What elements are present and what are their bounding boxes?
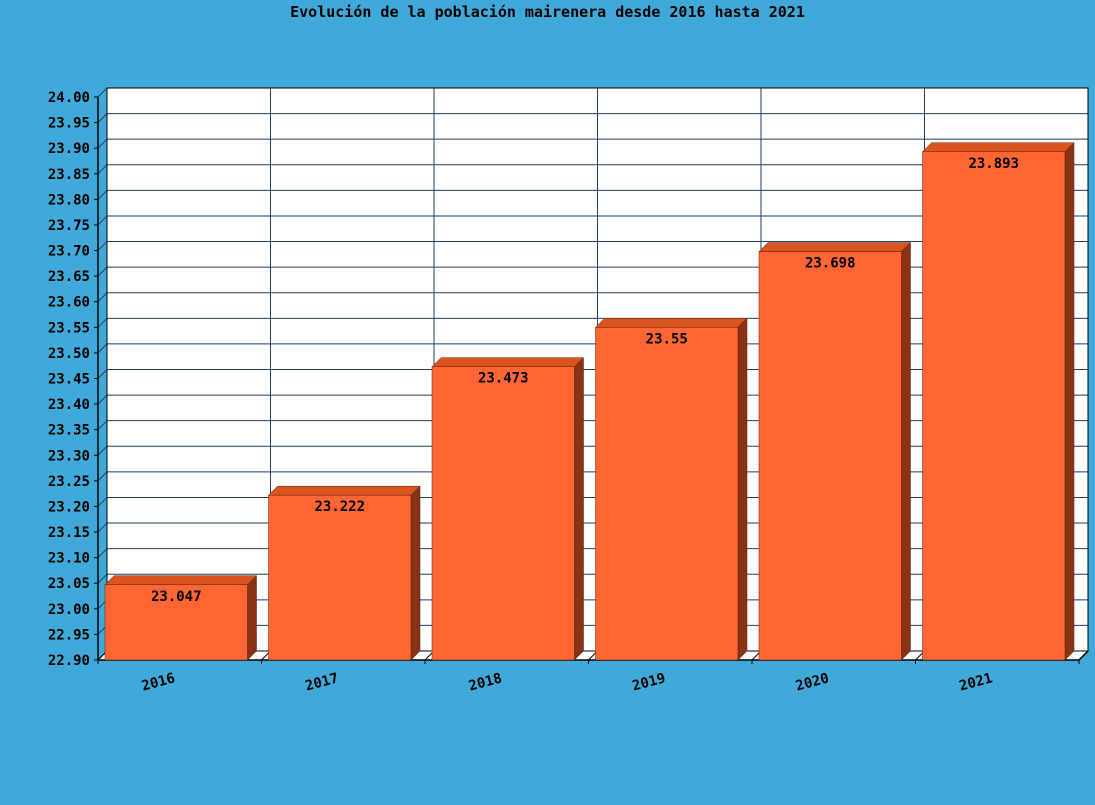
y-tick-label: 23.95 <box>48 116 90 132</box>
grid-line-diag <box>97 292 108 303</box>
y-tick-label: 23.05 <box>48 576 90 592</box>
grid-line-diag <box>97 497 108 507</box>
bar <box>922 151 1066 661</box>
grid-line-diag <box>97 522 108 533</box>
y-tick-label: 23.30 <box>48 448 90 464</box>
grid-line-diag <box>97 548 108 558</box>
data-label: 23.893 <box>968 156 1019 172</box>
y-tick-label: 23.35 <box>48 423 90 439</box>
grid-line-diag <box>97 138 108 149</box>
data-label: 23.55 <box>646 331 688 347</box>
y-tick-label: 23.55 <box>48 320 90 336</box>
y-tick-label: 23.65 <box>48 269 90 285</box>
bar <box>595 327 739 661</box>
bar-top <box>921 142 1075 153</box>
y-tick-label: 23.40 <box>48 397 90 413</box>
x-tick-label: 2018 <box>467 670 504 694</box>
labels: 22.90 22.95 23.00 23.05 23.10 23.15 23.20 23.25… <box>48 90 1019 695</box>
bar-side <box>410 485 421 661</box>
bar <box>758 251 902 661</box>
bar-top <box>758 242 912 252</box>
data-label: 23.047 <box>151 589 202 605</box>
chart-title: Evolución de la población mairenera desd… <box>290 3 805 21</box>
y-tick-label: 23.50 <box>48 346 90 362</box>
bars <box>104 142 1075 661</box>
y-tick-label: 23.70 <box>48 244 90 260</box>
data-label: 23.473 <box>478 371 529 387</box>
grid-line-diag <box>97 573 108 584</box>
axes <box>94 96 1089 664</box>
y-tick-label: 23.60 <box>48 295 90 311</box>
grid-line-diag <box>97 241 108 251</box>
grid-line-diag <box>97 471 108 482</box>
grid-line-diag <box>97 215 108 226</box>
x-tick-label: 2016 <box>140 670 177 694</box>
bar <box>268 494 412 661</box>
y-tick-label: 23.75 <box>48 218 90 234</box>
y-tick-label: 23.85 <box>48 167 90 183</box>
y-tick-label: 23.25 <box>48 474 90 490</box>
y-tick-label: 24.00 <box>48 90 90 106</box>
x-tick-label: 2019 <box>631 670 668 694</box>
y-tick-label: 23.10 <box>48 551 90 567</box>
y-tick-label: 23.80 <box>48 192 90 208</box>
y-tick-label: 23.45 <box>48 372 90 388</box>
bar-top <box>267 485 421 496</box>
bar <box>431 366 575 661</box>
grid-line-diag <box>97 445 108 456</box>
bar-side <box>901 241 911 661</box>
grid-line-diag <box>97 420 108 431</box>
y-tick-label: 23.15 <box>48 525 90 541</box>
data-label: 23.698 <box>805 256 856 272</box>
y-tick-label: 22.90 <box>48 653 90 669</box>
x-tick-label: 2017 <box>304 670 341 694</box>
x-axis-end <box>1078 650 1089 661</box>
data-label: 23.222 <box>314 499 365 515</box>
grid-line-diag <box>97 317 108 328</box>
y-tick-label: 23.90 <box>48 141 90 157</box>
x-tick-label: 2021 <box>958 670 995 694</box>
x-tick-label: 2020 <box>794 670 831 694</box>
y-tick-label: 23.20 <box>48 499 90 515</box>
bar-top <box>104 575 258 586</box>
grid-line-diag <box>97 369 108 379</box>
y-tick-label: 22.95 <box>48 627 90 643</box>
bar-top <box>431 357 585 367</box>
bar-side <box>737 317 748 661</box>
grid-line-diag <box>97 394 108 405</box>
grid-line-diag <box>97 343 108 354</box>
bar <box>104 584 248 661</box>
grid-line-diag <box>97 190 108 200</box>
bar-top <box>594 318 748 328</box>
grid-line-diag <box>97 113 108 123</box>
grid-line-diag <box>97 164 108 175</box>
bar-side <box>574 357 584 661</box>
grid-line-diag <box>97 266 108 277</box>
bar-side <box>1064 142 1075 661</box>
grid-line-diag <box>97 87 108 98</box>
y-tick-label: 23.00 <box>48 602 90 618</box>
bar-side <box>247 575 257 661</box>
